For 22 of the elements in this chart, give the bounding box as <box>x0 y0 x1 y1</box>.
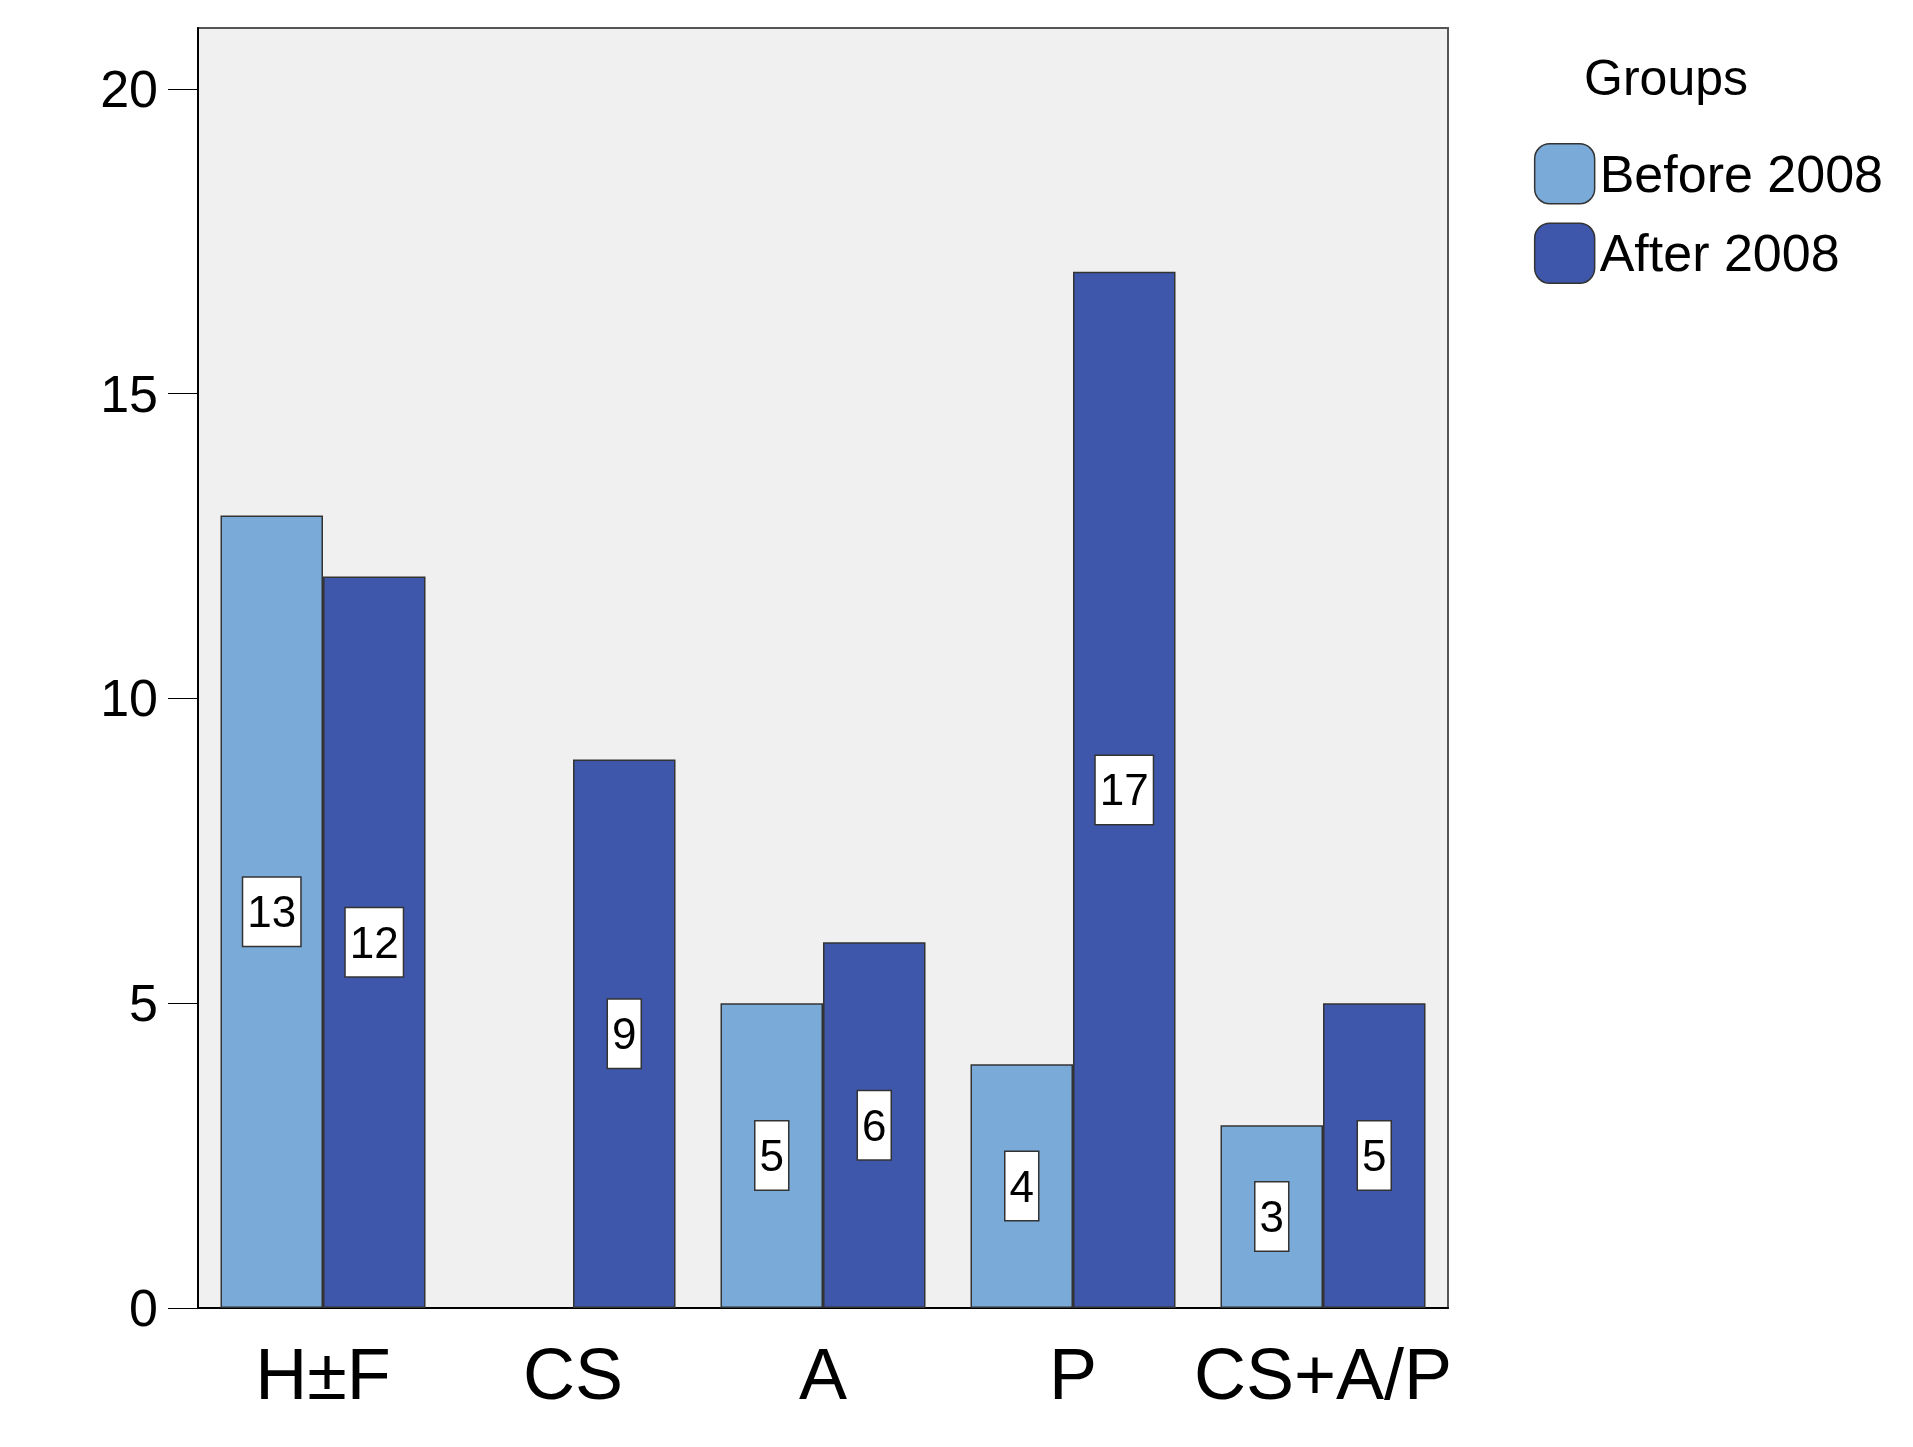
data-label: 4 <box>1009 1161 1034 1211</box>
data-label: 3 <box>1259 1192 1284 1242</box>
legend-label: Before 2008 <box>1599 144 1884 203</box>
x-tick-label: CS <box>522 1334 624 1414</box>
y-tick-label: 20 <box>100 59 158 118</box>
data-label: 9 <box>612 1009 637 1059</box>
data-label: 6 <box>862 1100 887 1150</box>
legend-label: After 2008 <box>1599 224 1840 283</box>
x-tick-label: A <box>798 1334 848 1414</box>
data-label: 17 <box>1099 765 1149 815</box>
x-tick-label: H±F <box>255 1334 391 1414</box>
x-tick-label: CS+A/P <box>1193 1334 1453 1414</box>
y-tick-label: 0 <box>129 1279 158 1337</box>
data-label: 5 <box>1362 1131 1387 1181</box>
data-label: 12 <box>349 917 399 967</box>
x-tick-label: P <box>1048 1334 1098 1414</box>
y-tick-label: 5 <box>129 974 158 1033</box>
y-tick-label: 15 <box>100 364 158 423</box>
data-label: 5 <box>759 1131 784 1181</box>
legend-title: Groups <box>1584 50 1748 106</box>
data-label: 13 <box>247 887 297 937</box>
y-tick-label: 10 <box>100 669 158 728</box>
